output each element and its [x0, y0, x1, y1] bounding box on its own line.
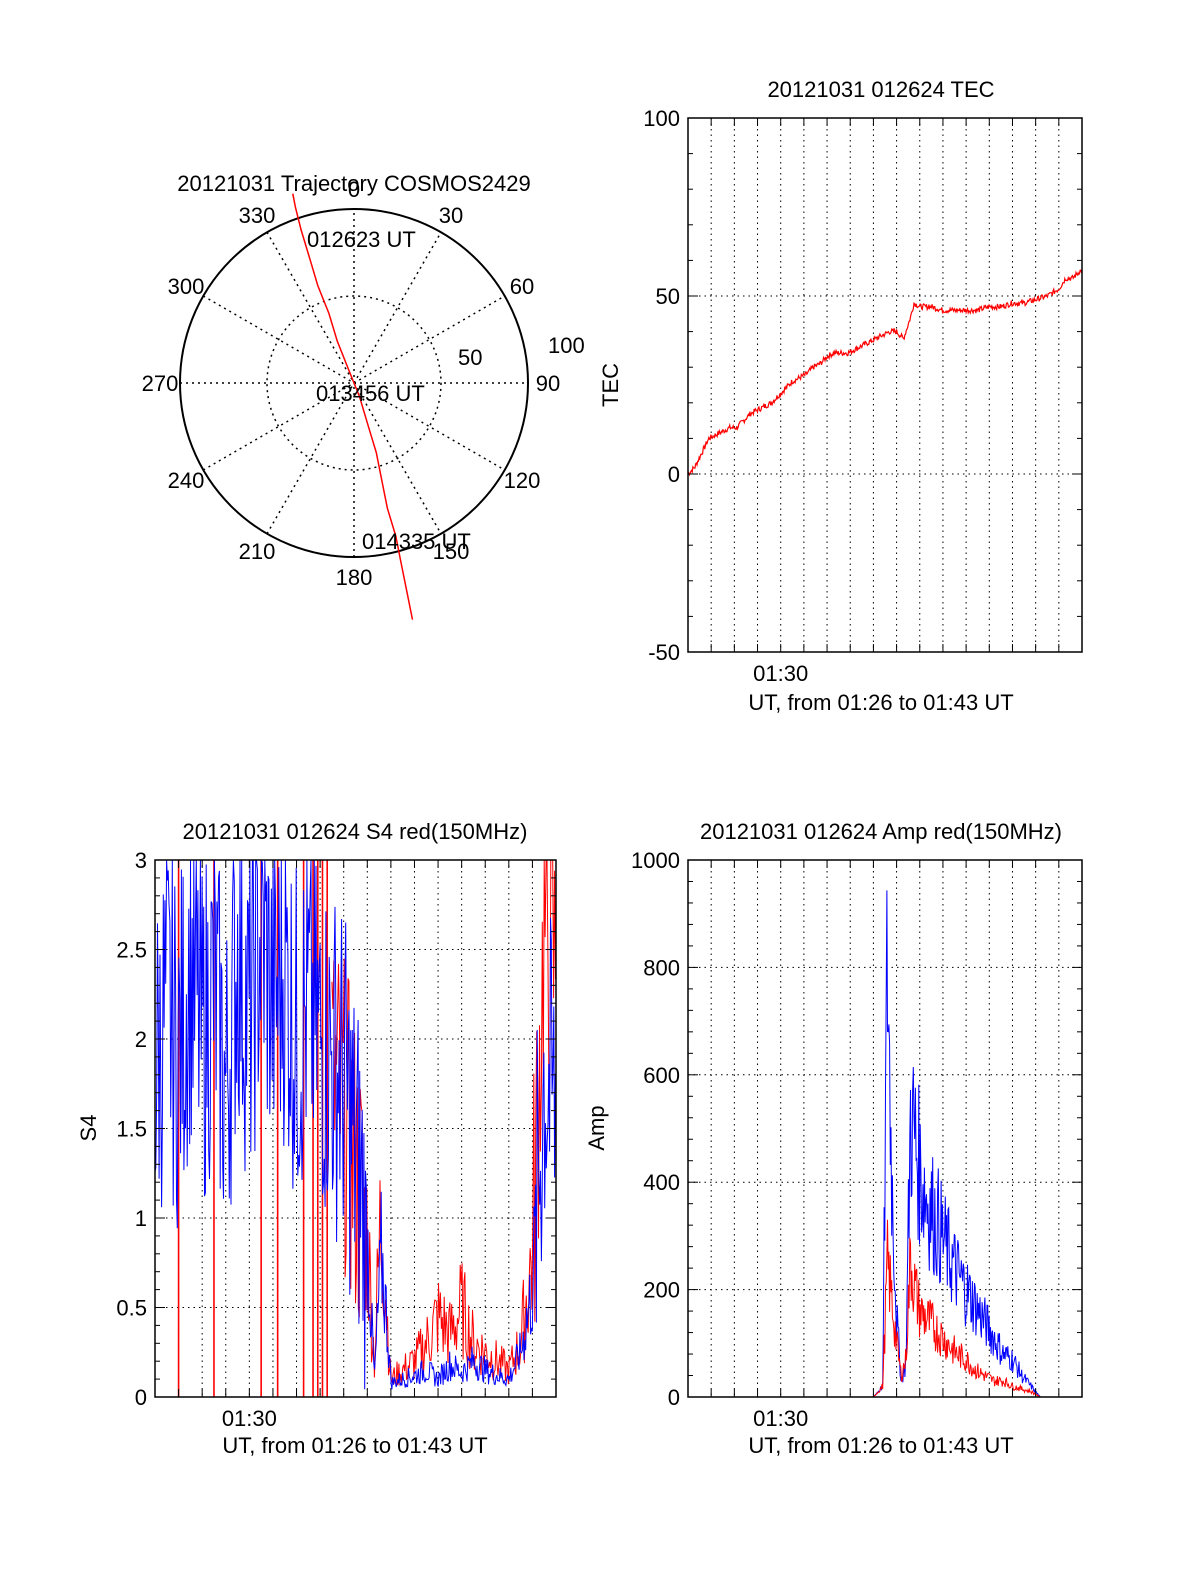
amp-ytick-label: 600 [643, 1063, 680, 1088]
amp-frame [687, 859, 1083, 1398]
polar-radial-label: 100 [548, 333, 585, 358]
amp-ylabel: Amp [584, 1105, 609, 1150]
amp-tick-labels: 0 200 400 600 800 1000 01:30 [631, 848, 808, 1431]
tec-frame [687, 117, 1083, 653]
tec-ytick-label: 50 [656, 284, 680, 309]
s4-ytick-label: 1 [135, 1206, 147, 1231]
amp-grid [688, 860, 1082, 1397]
tec-xtick-label: 01:30 [753, 661, 808, 686]
polar-radial-label: 50 [458, 345, 482, 370]
s4-axes [154, 859, 557, 1398]
trajectory-track [292, 193, 414, 620]
polar-angle-label: 300 [168, 274, 205, 299]
polar-angle-label: 210 [239, 539, 276, 564]
amp-xlabel: UT, from 01:26 to 01:43 UT [748, 1433, 1013, 1458]
polar-angle-label: 150 [433, 539, 470, 564]
s4-ytick-label: 1.5 [116, 1117, 147, 1142]
polar-angle-label: 60 [510, 274, 534, 299]
tec-ylabel: TEC [598, 363, 623, 407]
s4-ytick-label: 2 [135, 1027, 147, 1052]
amp-ytick-label: 0 [668, 1385, 680, 1410]
s4-xlabel: UT, from 01:26 to 01:43 UT [222, 1433, 487, 1458]
tec-axes [687, 117, 1083, 653]
amp-xtick-label: 01:30 [753, 1406, 808, 1431]
s4-blue-line [154, 859, 556, 1390]
polar-angle-label: 0 [348, 177, 360, 202]
s4-series [154, 859, 556, 1397]
polar-angle-label: 120 [504, 468, 541, 493]
tec-ytick-label: -50 [648, 640, 680, 665]
polar-angle-label: 270 [142, 371, 179, 396]
s4-ytick-label: 0.5 [116, 1296, 147, 1321]
polar-angle-label: 330 [239, 203, 276, 228]
polar-angle-label: 240 [168, 468, 205, 493]
polar-labels: 0 30 60 90 120 150 180 210 240 270 300 330 50 100 [142, 177, 585, 590]
tec-line [687, 269, 1083, 477]
tec-ytick-label: 0 [668, 462, 680, 487]
s4-ytick-label: 0 [135, 1385, 147, 1410]
s4-ylabel: S4 [76, 1115, 101, 1142]
s4-title: 20121031 012624 S4 red(150MHz) [183, 819, 528, 844]
polar-angle-label: 90 [536, 371, 560, 396]
polar-angle-label: 30 [439, 203, 463, 228]
tec-ytick-label: 100 [643, 106, 680, 131]
trajectory-title: 20121031 Trajectory COSMOS2429 [177, 171, 530, 196]
s4-ytick-label: 3 [135, 848, 147, 873]
amp-red-line [688, 1219, 1082, 1398]
tec-grid [688, 118, 1082, 652]
amp-axes [687, 859, 1083, 1398]
amp-ytick-label: 400 [643, 1170, 680, 1195]
amp-series [688, 890, 1082, 1398]
tec-title: 20121031 012624 TEC [767, 77, 994, 102]
trajectory-middle-time: 013456 UT [316, 381, 425, 406]
polar-angle-label: 180 [336, 565, 373, 590]
trajectory-panel: 20121031 Trajectory COSMOS2429 0 30 60 90 12… [142, 171, 585, 620]
s4-ytick-label: 2.5 [116, 938, 147, 963]
s4-xtick-label: 01:30 [222, 1406, 277, 1431]
trajectory-start-time: 012623 UT [307, 227, 416, 252]
amp-title: 20121031 012624 Amp red(150MHz) [700, 819, 1062, 844]
tec-tick-labels: -50 0 50 100 01:30 [643, 106, 808, 686]
amp-ytick-label: 200 [643, 1278, 680, 1303]
polar-ring [266, 295, 442, 471]
tec-xlabel: UT, from 01:26 to 01:43 UT [748, 690, 1013, 715]
amp-ytick-label: 800 [643, 955, 680, 980]
trajectory-line [292, 193, 414, 620]
amp-ytick-label: 1000 [631, 848, 680, 873]
trajectory-end-time: 014335 UT [362, 529, 471, 554]
amp-panel: 20121031 012624 Amp red(150MHz) Amp UT, … [584, 819, 1083, 1458]
tec-series [687, 269, 1083, 477]
tec-panel: 20121031 012624 TEC TEC UT, from 01:26 t… [598, 77, 1083, 715]
s4-tick-labels: 0 0.5 1 1.5 2 2.5 3 01:30 [116, 848, 276, 1431]
s4-panel: 20121031 012624 S4 red(150MHz) S4 UT, fr… [76, 819, 557, 1458]
